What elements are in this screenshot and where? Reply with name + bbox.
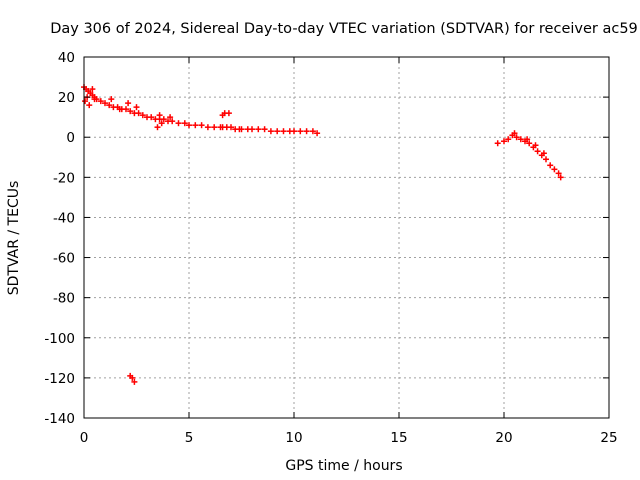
data-point-marker bbox=[309, 128, 316, 135]
data-point-marker bbox=[89, 86, 96, 93]
data-point-marker bbox=[261, 126, 268, 133]
data-point-marker bbox=[169, 118, 176, 125]
data-point-marker bbox=[167, 114, 174, 121]
data-point-marker bbox=[133, 104, 140, 111]
y-tick-label: 20 bbox=[58, 90, 75, 106]
data-point-marker bbox=[97, 98, 104, 105]
y-tick-label: -120 bbox=[44, 371, 75, 387]
data-point-marker bbox=[513, 134, 520, 141]
data-point-marker bbox=[219, 112, 226, 119]
data-point-marker bbox=[175, 120, 182, 127]
y-tick-label: -80 bbox=[53, 291, 75, 307]
data-point-marker bbox=[125, 100, 132, 107]
data-point-marker bbox=[91, 96, 98, 103]
data-point-marker bbox=[547, 162, 554, 169]
y-tick-label: -140 bbox=[44, 411, 75, 427]
x-tick-label: 20 bbox=[495, 430, 512, 446]
data-point-marker bbox=[131, 378, 138, 385]
x-axis-label: GPS time / hours bbox=[285, 458, 402, 474]
data-point-marker bbox=[526, 140, 533, 147]
y-tick-label: -60 bbox=[53, 251, 75, 267]
data-point-marker bbox=[274, 128, 281, 135]
data-point-marker bbox=[555, 170, 562, 177]
data-point-marker bbox=[129, 374, 136, 381]
plot-border bbox=[83, 56, 610, 419]
data-point-marker bbox=[139, 112, 146, 119]
y-tick-label: -100 bbox=[44, 331, 75, 347]
data-point-marker bbox=[127, 108, 134, 115]
data-point-marker bbox=[154, 124, 161, 131]
chart-title: Day 306 of 2024, Sidereal Day-to-day VTE… bbox=[50, 21, 638, 37]
plot-frame bbox=[83, 56, 610, 419]
data-points bbox=[81, 84, 564, 385]
data-point-marker bbox=[198, 122, 205, 129]
data-point-marker bbox=[280, 128, 287, 135]
data-point-marker bbox=[524, 136, 531, 143]
data-point-marker bbox=[186, 122, 192, 129]
grid-lines bbox=[84, 57, 609, 418]
data-point-marker bbox=[255, 126, 262, 133]
data-point-marker bbox=[511, 130, 518, 137]
data-point-marker bbox=[557, 174, 564, 181]
data-point-marker bbox=[156, 112, 163, 119]
data-point-marker bbox=[494, 140, 501, 147]
y-tick-label: -20 bbox=[53, 170, 75, 186]
x-tick-label: 5 bbox=[185, 430, 194, 446]
data-point-marker bbox=[86, 102, 93, 109]
x-axis-ticks: 0 5 10 15 20 25 bbox=[80, 430, 618, 446]
data-point-marker bbox=[181, 120, 188, 127]
data-point-marker bbox=[106, 102, 113, 109]
data-point-marker bbox=[505, 136, 512, 143]
data-point-marker bbox=[211, 124, 218, 131]
y-tick-label: 0 bbox=[66, 130, 75, 146]
data-point-marker bbox=[192, 122, 199, 129]
data-point-marker bbox=[291, 128, 297, 135]
y-tick-label: 40 bbox=[58, 50, 75, 66]
data-point-marker bbox=[532, 142, 539, 149]
data-point-marker bbox=[249, 126, 255, 133]
data-point-marker bbox=[225, 110, 232, 117]
x-tick-label: 10 bbox=[285, 430, 302, 446]
x-tick-label: 15 bbox=[390, 430, 407, 446]
y-axis-label: SDTVAR / TECUs bbox=[6, 181, 22, 296]
y-axis-ticks: 40 20 0 -20 -40 -60 -80 -100 -120 -140 bbox=[44, 50, 75, 427]
data-point-marker bbox=[82, 98, 89, 105]
data-point-marker bbox=[303, 128, 310, 135]
x-tick-label: 0 bbox=[80, 430, 89, 446]
data-point-marker bbox=[158, 120, 165, 127]
data-point-marker bbox=[314, 130, 321, 137]
data-point-marker bbox=[108, 96, 115, 103]
data-point-marker bbox=[517, 136, 524, 143]
data-point-marker bbox=[116, 106, 123, 113]
x-tick-label: 25 bbox=[600, 430, 617, 446]
data-point-marker bbox=[228, 124, 234, 131]
y-tick-label: -40 bbox=[53, 210, 75, 226]
data-point-marker bbox=[543, 156, 549, 163]
data-point-marker bbox=[236, 126, 243, 133]
data-point-marker bbox=[267, 128, 274, 135]
data-point-marker bbox=[297, 128, 304, 135]
data-point-marker bbox=[160, 116, 167, 123]
data-point-marker bbox=[204, 124, 211, 131]
data-point-marker bbox=[534, 148, 541, 155]
data-point-marker bbox=[123, 106, 129, 113]
data-point-marker bbox=[501, 138, 507, 145]
data-point-marker bbox=[148, 114, 155, 121]
data-point-marker bbox=[102, 100, 108, 107]
data-point-marker bbox=[540, 150, 547, 157]
data-point-marker bbox=[135, 110, 142, 117]
data-point-marker bbox=[551, 166, 558, 173]
